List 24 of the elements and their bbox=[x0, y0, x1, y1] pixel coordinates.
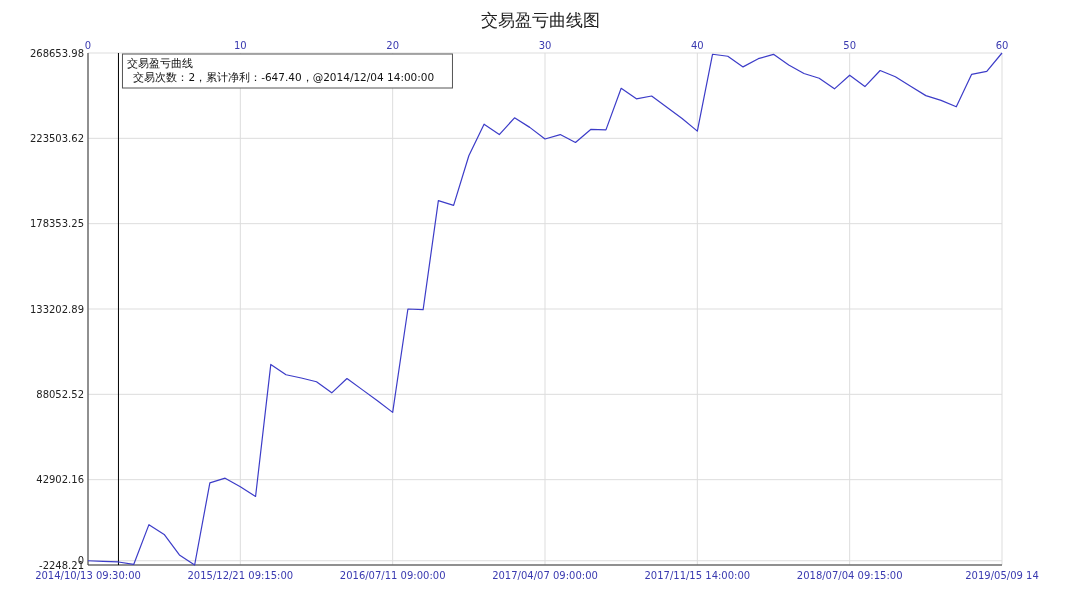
y-tick-label: 223503.62 bbox=[29, 132, 84, 144]
x2-tick-label: 60 bbox=[995, 40, 1009, 51]
x2-tick-label: 20 bbox=[386, 40, 400, 51]
x-tick-label: 2015/12/21 09:15:00 bbox=[187, 570, 294, 581]
x-tick-label: 2017/04/07 09:00:00 bbox=[492, 570, 598, 581]
x2-tick-label: 0 bbox=[84, 40, 92, 51]
annotation: 交易次数：2，累计净利：-647.40，@2014/12/04 14:00:00 bbox=[133, 71, 435, 83]
x-tick-label: 2018/07/04 09:15:00 bbox=[796, 570, 903, 581]
x2-tick-label: 10 bbox=[233, 40, 247, 51]
annotation: 交易盈亏曲线 bbox=[127, 57, 194, 69]
x-tick-label: 2014/10/13 09:30:00 bbox=[35, 570, 141, 581]
y-tick-label: 133202.89 bbox=[29, 303, 84, 315]
y-tick-label: 42902.16 bbox=[36, 474, 84, 486]
chart-title: 交易盈亏曲线图 bbox=[480, 10, 600, 30]
x-tick-label: 2017/11/15 14:00:00 bbox=[644, 570, 751, 581]
x2-tick-label: 40 bbox=[690, 40, 704, 51]
y-tick-label: 178353.25 bbox=[29, 218, 84, 230]
x2-tick-label: 50 bbox=[843, 40, 857, 51]
x-tick-label: 2019/05/09 14 bbox=[965, 570, 1039, 581]
x-tick-label: 2016/07/11 09:00:00 bbox=[339, 570, 446, 581]
y-tick-label: 268653.98 bbox=[29, 47, 84, 59]
y-tick-label: 88052.52 bbox=[36, 388, 84, 400]
x2-tick-label: 30 bbox=[538, 40, 552, 51]
line-series bbox=[87, 52, 1003, 566]
